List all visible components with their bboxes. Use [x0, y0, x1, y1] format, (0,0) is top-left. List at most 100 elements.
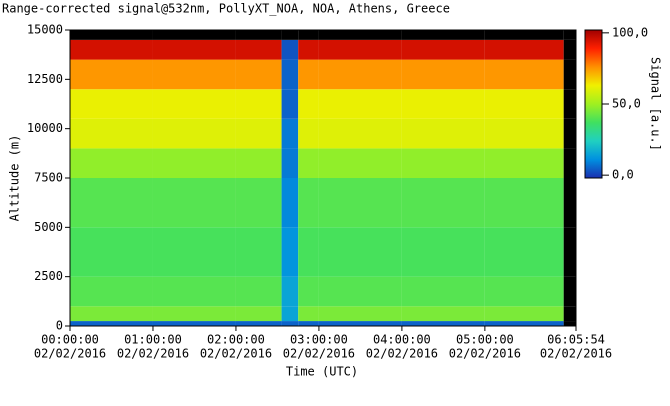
colorbar-tick-label: 50,0	[612, 97, 641, 111]
x-tick-label: 00:00:00	[41, 333, 99, 347]
y-tick-label: 0	[56, 319, 63, 333]
heatmap-cell	[298, 178, 319, 228]
no-data-cell	[401, 30, 485, 40]
y-tick-label: 7500	[34, 171, 63, 185]
heatmap-cell	[235, 118, 282, 149]
heatmap-cell	[281, 306, 299, 322]
heatmap-cell	[401, 178, 485, 228]
heatmap-cell	[484, 59, 564, 90]
heatmap-cell	[152, 148, 236, 178]
heatmap-cell	[318, 89, 402, 119]
heatmap-cell	[484, 227, 564, 277]
heatmap-cell	[281, 89, 299, 119]
heatmap-cell	[281, 59, 299, 90]
no-data-cell	[563, 276, 576, 307]
heatmap-cell	[70, 59, 153, 90]
y-tick-label: 10000	[27, 121, 63, 135]
heatmap-cell	[152, 178, 236, 228]
heatmap-cell	[401, 227, 485, 277]
no-data-cell	[484, 30, 564, 40]
heatmap-cell	[298, 59, 319, 90]
heatmap-cell	[318, 148, 402, 178]
heatmap-cell	[70, 148, 153, 178]
heatmap-cell	[401, 59, 485, 90]
x-tick-date: 02/02/2016	[283, 347, 355, 361]
heatmap-cell	[281, 118, 299, 149]
heatmap-cell	[281, 321, 299, 326]
heatmap-cell	[235, 227, 282, 277]
y-tick-label: 12500	[27, 72, 63, 86]
x-tick-label: 03:00:00	[290, 333, 348, 347]
x-tick-label: 04:00:00	[373, 333, 431, 347]
y-axis-label: Altitude (m)	[8, 135, 22, 222]
heatmap-cell	[281, 39, 299, 60]
x-tick-label: 02:00:00	[207, 333, 265, 347]
heatmap-cell	[152, 59, 236, 90]
colorbar-tick-label: 100,0	[612, 25, 648, 39]
heatmap-cell	[401, 89, 485, 119]
no-data-cell	[563, 39, 576, 60]
heatmap-cell	[152, 306, 236, 322]
heatmap-cell	[70, 227, 153, 277]
y-tick-label: 2500	[34, 269, 63, 283]
heatmap-cell	[401, 306, 485, 322]
chart-title: Range-corrected signal@532nm, PollyXT_NO…	[2, 2, 450, 16]
heatmap-cell	[70, 306, 153, 322]
heatmap-cell	[484, 306, 564, 322]
x-tick-date: 02/02/2016	[449, 347, 521, 361]
heatmap-cell	[298, 276, 319, 307]
heatmap-cell	[401, 276, 485, 307]
heatmap-cell	[281, 148, 299, 178]
x-tick-date: 02/02/2016	[117, 347, 189, 361]
heatmap-cell	[70, 89, 153, 119]
heatmap-cell	[70, 276, 153, 307]
heatmap-cell	[484, 148, 564, 178]
heatmap-cell	[318, 321, 402, 326]
heatmap-cell	[152, 89, 236, 119]
heatmap-cell	[318, 306, 402, 322]
heatmap-cell	[484, 321, 564, 326]
heatmap-cell	[318, 59, 402, 90]
heatmap-cell	[70, 321, 153, 326]
heatmap-cell	[152, 118, 236, 149]
heatmap-cell	[235, 39, 282, 60]
heatmap-cell	[152, 321, 236, 326]
heatmap-cell	[152, 39, 236, 60]
heatmap-cell	[235, 306, 282, 322]
x-tick-date: 02/02/2016	[540, 347, 612, 361]
heatmap-cell	[298, 39, 319, 60]
heatmap-cell	[152, 227, 236, 277]
no-data-cell	[563, 89, 576, 119]
heatmap-cell	[70, 39, 153, 60]
no-data-cell	[563, 30, 576, 40]
heatmap-cell	[484, 39, 564, 60]
no-data-cell	[563, 178, 576, 228]
no-data-cell	[563, 227, 576, 277]
y-tick-label: 15000	[27, 23, 63, 37]
x-tick-date: 02/02/2016	[366, 347, 438, 361]
heatmap-cell	[235, 276, 282, 307]
heatmap-cell	[318, 227, 402, 277]
heatmap-cell	[318, 178, 402, 228]
y-tick-label: 5000	[34, 220, 63, 234]
heatmap-cell	[298, 148, 319, 178]
no-data-cell	[281, 30, 299, 40]
heatmap-cell	[281, 227, 299, 277]
heatmap-cell	[318, 118, 402, 149]
heatmap-cell	[484, 118, 564, 149]
heatmap-cell	[235, 148, 282, 178]
colorbar-tick-label: 0,0	[612, 168, 634, 182]
heatmap-cell	[318, 276, 402, 307]
heatmap-cell	[318, 39, 402, 60]
no-data-cell	[298, 30, 319, 40]
x-tick-date: 02/02/2016	[34, 347, 106, 361]
heatmap-cell	[70, 178, 153, 228]
heatmap-cell	[401, 321, 485, 326]
heatmap-cell	[484, 89, 564, 119]
heatmap-cell	[235, 178, 282, 228]
heatmap-cell	[235, 321, 282, 326]
x-axis-label: Time (UTC)	[286, 365, 358, 379]
no-data-cell	[563, 148, 576, 178]
no-data-cell	[563, 321, 576, 326]
colorbar-label: Signal [a.u.]	[649, 57, 663, 151]
